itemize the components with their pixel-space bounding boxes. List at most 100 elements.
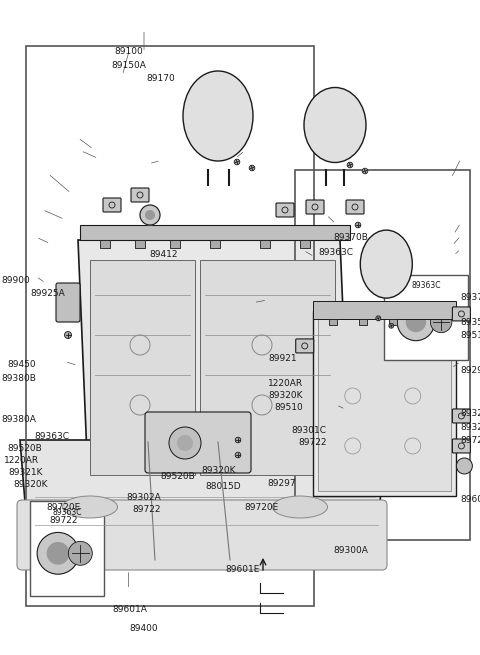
Circle shape [456,458,472,474]
Text: 89150A: 89150A [111,61,146,70]
Circle shape [177,435,193,451]
Text: 89301C: 89301C [291,426,326,436]
FancyBboxPatch shape [131,188,149,202]
Text: 89320K: 89320K [202,466,236,475]
Bar [329,319,336,325]
Text: 89520B: 89520B [160,472,195,481]
Polygon shape [200,260,335,475]
Text: 89302A: 89302A [126,493,161,502]
Bar [210,240,220,248]
Text: 89722: 89722 [132,505,161,514]
Text: 89100: 89100 [114,47,143,56]
Bar [26,46,314,606]
FancyBboxPatch shape [452,307,470,321]
Polygon shape [20,440,385,565]
Polygon shape [78,240,350,480]
Text: 89321K: 89321K [9,468,43,477]
Circle shape [234,159,240,165]
Circle shape [169,427,201,459]
Text: 89722: 89722 [49,516,78,525]
Text: 89297: 89297 [267,479,296,488]
Circle shape [68,541,92,565]
Text: 89412: 89412 [149,250,178,259]
Bar [295,170,470,540]
Bar [100,240,110,248]
Text: 89450: 89450 [7,360,36,369]
Text: 89601A: 89601A [112,605,147,614]
FancyBboxPatch shape [145,412,251,473]
Circle shape [406,312,426,332]
Bar [260,240,270,248]
Text: 89363C: 89363C [52,508,82,517]
Text: 89921: 89921 [269,354,298,364]
Text: 89520B: 89520B [8,444,42,453]
Text: 89601E: 89601E [226,565,260,574]
Circle shape [249,165,255,171]
Circle shape [431,311,452,333]
Text: 89510: 89510 [461,331,480,340]
Bar [170,240,180,248]
Bar [359,319,367,325]
Circle shape [235,452,241,458]
Text: 89400: 89400 [130,624,158,633]
Bar [300,240,310,248]
Text: 89722: 89722 [298,438,326,447]
Text: 88015D: 88015D [205,481,241,491]
Polygon shape [313,311,456,496]
Text: 89170: 89170 [146,74,175,83]
Bar [135,240,145,248]
Text: 1220AR: 1220AR [4,456,39,465]
Text: 89370F: 89370F [461,293,480,302]
Ellipse shape [62,496,118,518]
Text: 89300A: 89300A [333,546,368,555]
FancyBboxPatch shape [103,198,121,212]
Circle shape [389,324,394,328]
Circle shape [397,303,435,341]
Polygon shape [318,319,451,491]
Circle shape [37,533,79,574]
Bar [384,275,468,360]
FancyBboxPatch shape [17,500,387,570]
Text: 89363C: 89363C [35,432,70,441]
Circle shape [347,162,353,168]
Circle shape [145,210,155,220]
Text: 1220AR: 1220AR [268,379,303,388]
Bar [30,501,104,596]
Text: 89925A: 89925A [30,289,65,298]
Text: 89320K: 89320K [461,422,480,432]
Ellipse shape [360,230,412,298]
FancyBboxPatch shape [276,203,294,217]
Circle shape [355,222,361,228]
Text: 89380B: 89380B [1,374,36,383]
Circle shape [47,542,70,565]
Ellipse shape [273,496,327,518]
Polygon shape [80,225,350,240]
Text: 89900: 89900 [1,276,30,285]
Text: 89320K: 89320K [269,391,303,400]
Bar [389,319,396,325]
FancyBboxPatch shape [452,439,470,453]
FancyBboxPatch shape [452,409,470,423]
Text: 89370B: 89370B [333,233,368,242]
Text: 89320K: 89320K [13,480,48,489]
Text: 89363C: 89363C [411,281,441,290]
FancyBboxPatch shape [346,200,364,214]
Circle shape [140,205,160,225]
Text: 89601A: 89601A [461,495,480,504]
Text: 89350: 89350 [461,318,480,327]
FancyBboxPatch shape [296,339,314,353]
Circle shape [235,437,241,443]
FancyBboxPatch shape [306,200,324,214]
Text: 89297: 89297 [461,365,480,375]
Text: 89321K: 89321K [461,409,480,419]
Ellipse shape [304,88,366,162]
Circle shape [362,168,368,174]
Text: 89720E: 89720E [245,503,279,512]
Circle shape [376,316,381,321]
Polygon shape [90,260,195,475]
FancyBboxPatch shape [56,283,80,322]
Text: 89363C: 89363C [319,248,353,257]
Text: 89720E: 89720E [47,503,81,512]
Text: 89510: 89510 [275,403,303,412]
Polygon shape [313,301,456,319]
